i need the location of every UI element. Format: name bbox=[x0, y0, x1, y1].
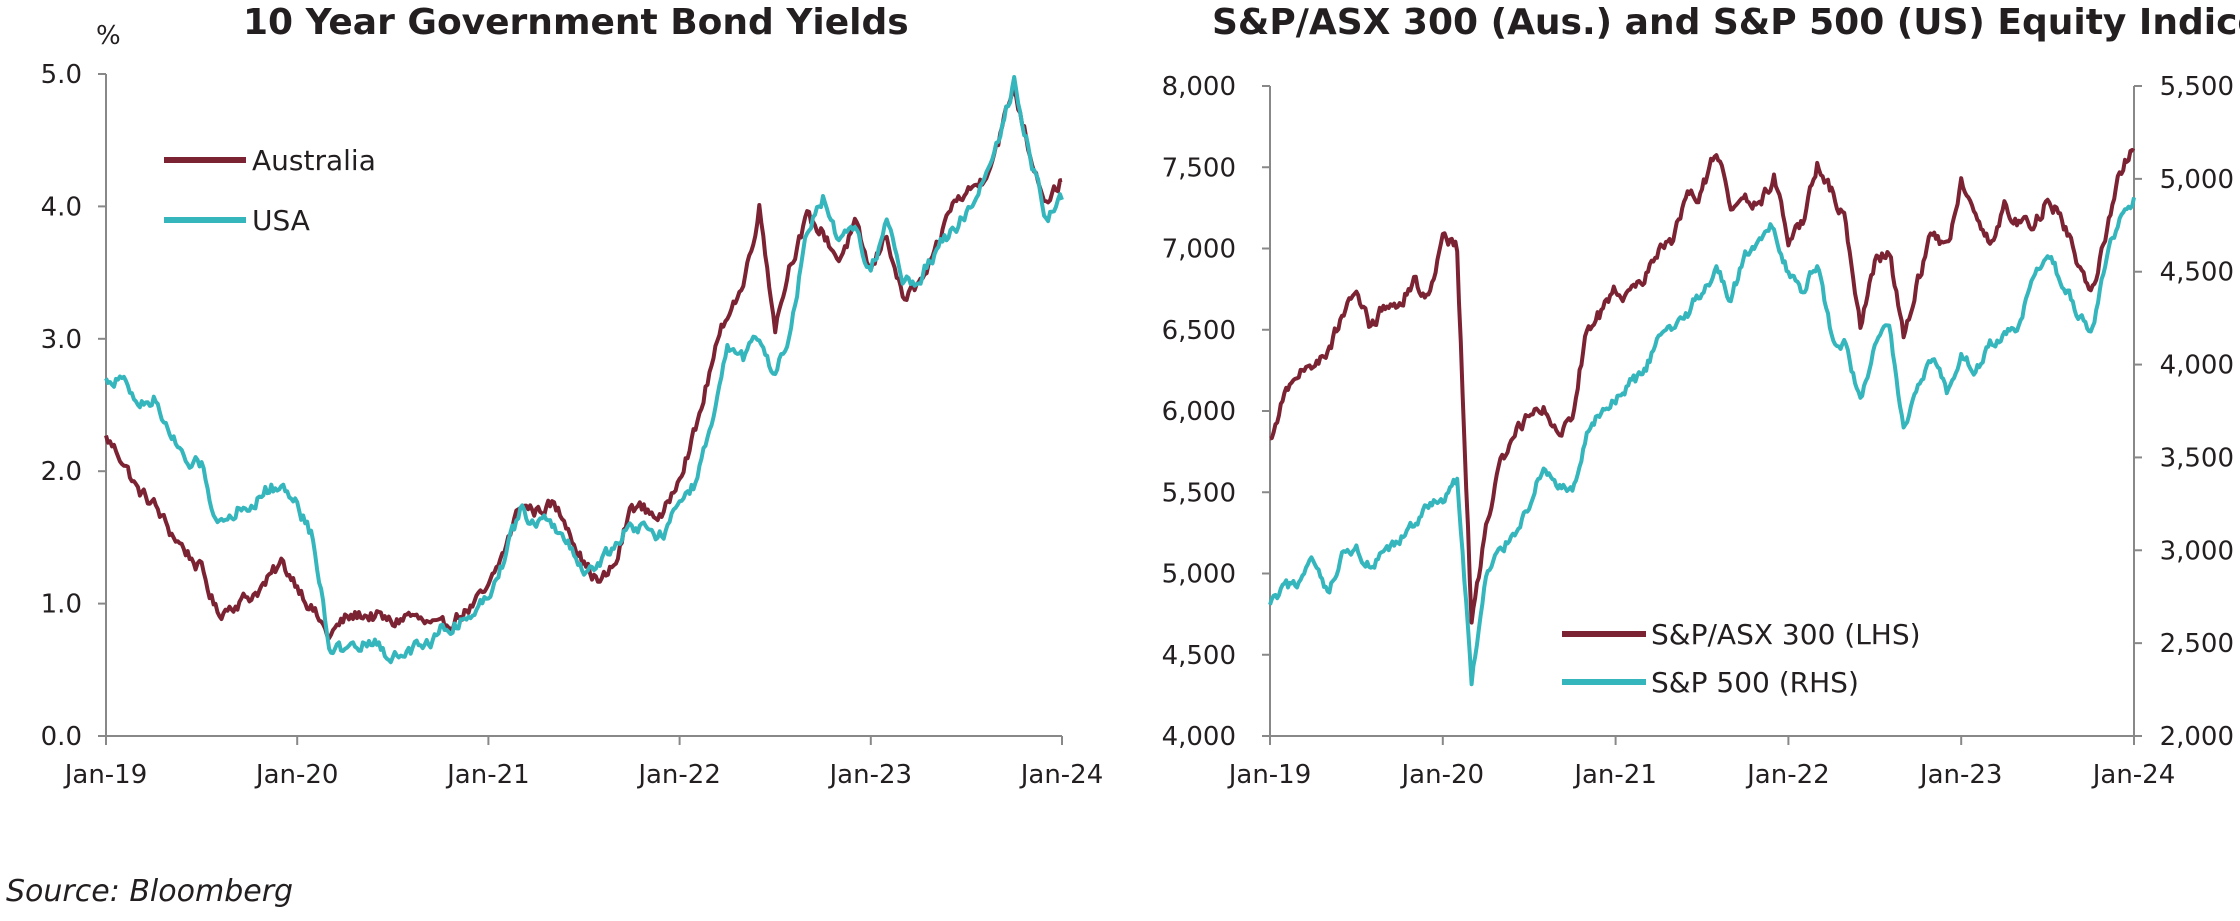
right-chart-title: S&P/ASX 300 (Aus.) and S&P 500 (US) Equi… bbox=[1212, 2, 2240, 43]
left-y-tick-label: 5,000 bbox=[1162, 560, 1236, 590]
right-y-tick-label: 3,500 bbox=[2160, 443, 2234, 473]
series-line-s-p-500-rhs bbox=[1268, 196, 2136, 687]
left-y-tick-label: 4,500 bbox=[1162, 641, 1236, 671]
legend-label-usa: USA bbox=[252, 204, 310, 237]
left-y-tick-label: 7,000 bbox=[1162, 235, 1236, 265]
y-tick-label: 0.0 bbox=[41, 722, 82, 752]
right-y-tick-label: 4,000 bbox=[2160, 351, 2234, 381]
right-y-tick-label: 2,000 bbox=[2160, 722, 2234, 752]
legend-label-australia: Australia bbox=[252, 144, 376, 177]
left-y-tick-label: 6,500 bbox=[1162, 316, 1236, 346]
x-tick-label: Jan-21 bbox=[445, 760, 530, 790]
right-y-tick-label: 4,500 bbox=[2160, 258, 2234, 288]
x-tick-label: Jan-19 bbox=[63, 760, 148, 790]
left-y-tick-label: 8,000 bbox=[1162, 72, 1236, 102]
y-tick-label: 2.0 bbox=[41, 457, 82, 487]
legend-label-s-p-500-rhs: S&P 500 (RHS) bbox=[1651, 666, 1859, 699]
left-y-tick-label: 6,000 bbox=[1162, 397, 1236, 427]
x-tick-label: Jan-22 bbox=[1745, 760, 1830, 790]
left-chart-title: 10 Year Government Bond Yields bbox=[243, 2, 909, 43]
right-y-tick-label: 2,500 bbox=[2160, 629, 2234, 659]
left-y-tick-label: 5,500 bbox=[1162, 478, 1236, 508]
x-tick-label: Jan-21 bbox=[1572, 760, 1657, 790]
x-tick-label: Jan-22 bbox=[636, 760, 721, 790]
y-tick-label: 5.0 bbox=[41, 60, 82, 90]
bond-yields-chart: % 0.0 1.0 2.0 3.0 4.0 5.0 Jan-19 Jan-20 Jan-21 Jan… bbox=[41, 21, 1104, 790]
legend-label-s-p-asx-300-lhs: S&P/ASX 300 (LHS) bbox=[1651, 618, 1921, 651]
x-tick-label: Jan-20 bbox=[254, 760, 339, 790]
equity-indices-chart: 4,000 4,500 5,000 5,500 6,000 6,500 7,000 7,500… bbox=[1162, 72, 2234, 790]
left-y-tick-label: 7,500 bbox=[1162, 153, 1236, 183]
source-note: Source: Bloomberg bbox=[6, 874, 294, 909]
y-tick-label: 3.0 bbox=[41, 325, 82, 355]
right-y-tick-label: 5,500 bbox=[2160, 72, 2234, 102]
x-tick-label: Jan-20 bbox=[1400, 760, 1485, 790]
series-line-australia bbox=[104, 87, 1063, 641]
left-y-tick-label: 4,000 bbox=[1162, 722, 1236, 752]
series-line-s-p-asx-300-lhs bbox=[1269, 147, 2136, 625]
y-tick-label: 4.0 bbox=[41, 192, 82, 222]
y-unit-label: % bbox=[96, 21, 121, 51]
x-tick-label: Jan-23 bbox=[1918, 760, 2003, 790]
right-y-tick-label: 3,000 bbox=[2160, 536, 2234, 566]
y-tick-label: 1.0 bbox=[41, 590, 82, 620]
right-y-tick-label: 5,000 bbox=[2160, 165, 2234, 195]
x-tick-label: Jan-24 bbox=[2091, 760, 2176, 790]
x-tick-label: Jan-24 bbox=[1019, 760, 1104, 790]
series-line-usa bbox=[104, 75, 1064, 665]
x-tick-label: Jan-19 bbox=[1227, 760, 1312, 790]
x-tick-label: Jan-23 bbox=[828, 760, 913, 790]
